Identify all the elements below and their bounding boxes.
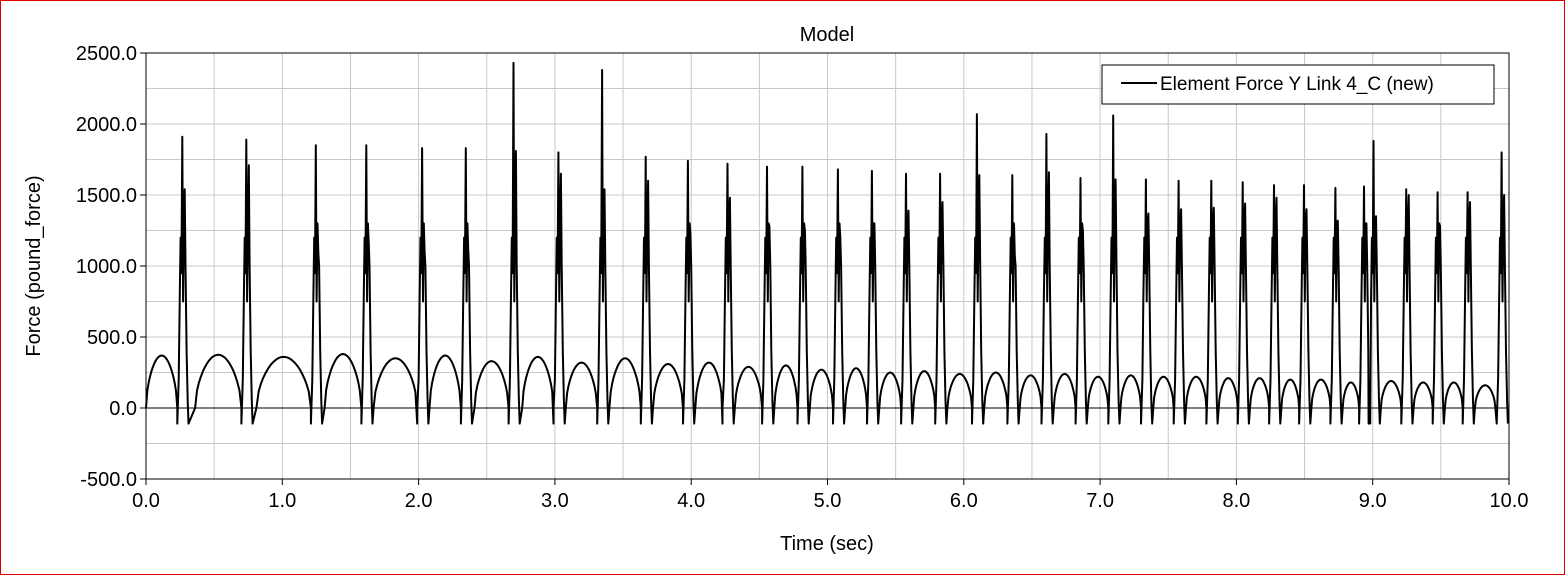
legend-box (1101, 64, 1495, 105)
x-tick-label: 6.0 (950, 490, 978, 512)
x-tick-label: 10.0 (1490, 490, 1529, 512)
ticks (140, 52, 1510, 485)
x-tick-label: 7.0 (1086, 490, 1114, 512)
x-tick-label: 5.0 (814, 490, 842, 512)
legend-entry-label: Element Force Y Link 4_C (new) (1160, 74, 1434, 95)
y-axis-label: Force (pound_force) (23, 175, 45, 356)
x-tick-label: 0.0 (132, 490, 160, 512)
series-group (145, 61, 1509, 425)
chart-title: Model (800, 24, 854, 46)
x-tick-label: 1.0 (268, 490, 296, 512)
x-tick-label: 3.0 (541, 490, 569, 512)
y-tick-label: 1000.0 (76, 256, 137, 278)
y-tick-label: 0.0 (109, 398, 137, 420)
legend: Element Force Y Link 4_C (new) (1101, 64, 1495, 105)
series-line-element-force (145, 61, 1509, 425)
x-tick-label: 2.0 (405, 490, 433, 512)
y-tick-label: 2000.0 (76, 114, 137, 136)
y-tick-label: 2500.0 (76, 43, 137, 65)
x-tick-label: 4.0 (677, 490, 705, 512)
y-tick-label: 1500.0 (76, 185, 137, 207)
y-tick-label: 500.0 (87, 327, 137, 349)
y-tick-labels: -500.0 0.0 500.0 1000.0 1500.0 2000.0 2500.0 (76, 43, 137, 491)
x-tick-label: 8.0 (1222, 490, 1250, 512)
y-tick-label: -500.0 (80, 469, 137, 491)
x-axis-label: Time (sec) (780, 533, 874, 555)
x-tick-labels: 0.0 1.0 2.0 3.0 4.0 5.0 6.0 7.0 8.0 9.0 10.0 (132, 490, 1528, 512)
x-tick-label: 9.0 (1359, 490, 1387, 512)
